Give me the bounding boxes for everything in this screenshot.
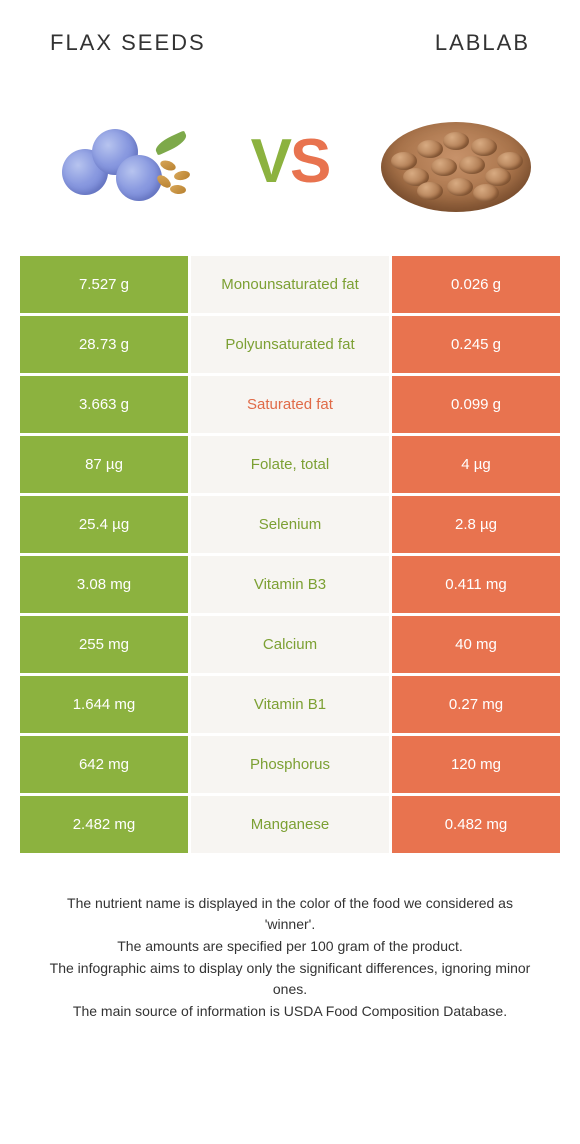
table-row: 7.527 gMonounsaturated fat0.026 g (20, 256, 560, 313)
table-row: 1.644 mgVitamin B10.27 mg (20, 676, 560, 733)
right-value-cell: 40 mg (392, 616, 560, 673)
header-row: FLAX SEEDS LABLAB (20, 30, 560, 86)
footer-line: The nutrient name is displayed in the co… (40, 893, 540, 935)
vs-label: VS (251, 126, 330, 197)
nutrient-label-cell: Polyunsaturated fat (191, 316, 389, 373)
nutrient-label-cell: Manganese (191, 796, 389, 853)
flax-seeds-illustration (44, 101, 204, 221)
right-value-cell: 0.099 g (392, 376, 560, 433)
left-value-cell: 25.4 µg (20, 496, 188, 553)
left-value-cell: 87 µg (20, 436, 188, 493)
nutrient-label-cell: Folate, total (191, 436, 389, 493)
right-value-cell: 4 µg (392, 436, 560, 493)
left-value-cell: 642 mg (20, 736, 188, 793)
table-row: 642 mgPhosphorus120 mg (20, 736, 560, 793)
left-value-cell: 255 mg (20, 616, 188, 673)
right-value-cell: 2.8 µg (392, 496, 560, 553)
table-row: 28.73 gPolyunsaturated fat0.245 g (20, 316, 560, 373)
table-row: 25.4 µgSelenium2.8 µg (20, 496, 560, 553)
right-food-title: LABLAB (435, 30, 530, 56)
right-value-cell: 0.482 mg (392, 796, 560, 853)
left-value-cell: 28.73 g (20, 316, 188, 373)
left-value-cell: 3.663 g (20, 376, 188, 433)
nutrient-label-cell: Phosphorus (191, 736, 389, 793)
right-value-cell: 0.411 mg (392, 556, 560, 613)
left-food-title: FLAX SEEDS (50, 30, 206, 56)
right-value-cell: 120 mg (392, 736, 560, 793)
table-row: 87 µgFolate, total4 µg (20, 436, 560, 493)
vs-s-letter: S (290, 127, 329, 196)
left-value-cell: 3.08 mg (20, 556, 188, 613)
comparison-table: 7.527 gMonounsaturated fat0.026 g28.73 g… (20, 256, 560, 853)
left-value-cell: 1.644 mg (20, 676, 188, 733)
footer-line: The amounts are specified per 100 gram o… (40, 936, 540, 957)
table-row: 2.482 mgManganese0.482 mg (20, 796, 560, 853)
vs-v-letter: V (251, 127, 290, 196)
left-food-image (44, 101, 204, 221)
lablab-illustration (376, 101, 536, 221)
right-value-cell: 0.27 mg (392, 676, 560, 733)
right-food-image (376, 101, 536, 221)
left-value-cell: 7.527 g (20, 256, 188, 313)
footer-line: The main source of information is USDA F… (40, 1001, 540, 1022)
nutrient-label-cell: Monounsaturated fat (191, 256, 389, 313)
nutrient-label-cell: Vitamin B1 (191, 676, 389, 733)
table-row: 3.663 gSaturated fat0.099 g (20, 376, 560, 433)
table-row: 255 mgCalcium40 mg (20, 616, 560, 673)
footer-line: The infographic aims to display only the… (40, 958, 540, 1000)
footer-notes: The nutrient name is displayed in the co… (20, 853, 560, 1022)
nutrient-label-cell: Selenium (191, 496, 389, 553)
right-value-cell: 0.026 g (392, 256, 560, 313)
table-row: 3.08 mgVitamin B30.411 mg (20, 556, 560, 613)
images-row: VS (20, 86, 560, 256)
right-value-cell: 0.245 g (392, 316, 560, 373)
nutrient-label-cell: Saturated fat (191, 376, 389, 433)
nutrient-label-cell: Vitamin B3 (191, 556, 389, 613)
nutrient-label-cell: Calcium (191, 616, 389, 673)
left-value-cell: 2.482 mg (20, 796, 188, 853)
